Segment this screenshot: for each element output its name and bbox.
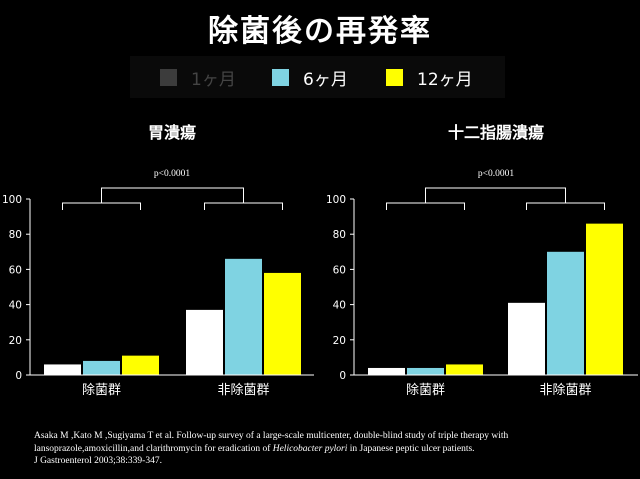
citation: Asaka M ,Kato M ,Sugiyama T et al. Follo… <box>34 430 624 468</box>
y-tick-label-c1-4: 80 <box>9 229 22 241</box>
citation-italic-species: Helicobacter pylori <box>272 443 348 454</box>
y-tick-label-c2-2: 40 <box>333 300 346 312</box>
bar-c1-g1-s1 <box>44 364 81 375</box>
legend: 1ヶ月 6ヶ月 12ヶ月 <box>130 56 505 98</box>
y-tick-label-c2-4: 80 <box>333 229 346 241</box>
bar-c1-g2-s1 <box>186 309 223 375</box>
bracket-top-c1 <box>101 187 244 203</box>
legend-swatch-12m <box>386 68 403 86</box>
bracket-group-c2-2 <box>526 202 605 210</box>
y-tick-label-c2-1: 20 <box>333 335 346 347</box>
chart-2-annotation: p<0.0001 <box>478 169 514 179</box>
bracket-group-c1-2 <box>204 202 283 210</box>
bar-c2-g1-s3 <box>446 364 483 375</box>
bracket-top-c2 <box>425 187 566 203</box>
bracket-group-c1-1 <box>62 202 141 210</box>
bar-c2-g1-s2 <box>407 367 444 375</box>
slide-title: 除菌後の再発率 <box>208 14 432 49</box>
x-tick-label-c2-1: 除菌群 <box>406 383 445 398</box>
bracket-group-c2-1 <box>386 202 465 210</box>
citation-line-3: J Gastroenterol 2003;38:339-347. <box>34 456 162 466</box>
legend-item-6m: 6ヶ月 <box>272 66 348 90</box>
chart-1-annotation: p<0.0001 <box>154 169 190 179</box>
bar-c2-g2-s1 <box>508 302 545 375</box>
chart-2-title: 十二指腸潰瘍 <box>448 123 544 142</box>
y-tick-label-c2-0: 0 <box>339 370 346 382</box>
chart-1-title: 胃潰瘍 <box>148 123 196 142</box>
y-tick-label-c1-5: 100 <box>2 194 22 206</box>
citation-line-2: lansoprazole,amoxicillin,and clarithromy… <box>34 443 624 456</box>
y-tick-label-c1-0: 0 <box>15 370 22 382</box>
charts-svg: 胃潰瘍 p<0.0001 除菌群 非除菌群 0 20 40 60 80 100 十二指腸潰瘍 p<0.… <box>2 123 638 398</box>
x-tick-label-c2-2: 非除菌群 <box>539 383 591 398</box>
legend-swatch-6m <box>272 68 289 86</box>
y-tick-label-c1-2: 40 <box>9 300 22 312</box>
citation-line-2b: in Japanese peptic ulcer patients. <box>347 443 475 454</box>
bar-c1-g2-s2 <box>225 258 262 375</box>
legend-item-1m: 1ヶ月 <box>160 66 236 90</box>
x-tick-label-c1-1: 除菌群 <box>82 383 121 398</box>
bar-c2-g2-s2 <box>547 251 584 375</box>
y-tick-label-c1-1: 20 <box>9 335 22 347</box>
legend-label-1m: 1ヶ月 <box>191 69 236 90</box>
y-tick-label-c2-5: 100 <box>326 194 346 206</box>
bar-c1-g1-s2 <box>83 360 120 375</box>
citation-line-1: Asaka M ,Kato M ,Sugiyama T et al. Follo… <box>34 431 509 441</box>
bar-c1-g2-s3 <box>264 272 301 375</box>
bar-c1-g1-s3 <box>122 355 159 375</box>
x-tick-label-c1-2: 非除菌群 <box>217 383 269 398</box>
y-tick-label-c2-3: 60 <box>333 264 346 276</box>
legend-label-12m: 12ヶ月 <box>417 69 473 90</box>
legend-label-6m: 6ヶ月 <box>303 69 348 90</box>
citation-line-2a: lansoprazole,amoxicillin,and clarithromy… <box>34 443 273 454</box>
legend-swatch-1m <box>160 68 177 86</box>
bar-c2-g2-s3 <box>586 223 623 375</box>
y-tick-label-c1-3: 60 <box>9 264 22 276</box>
bar-c2-g1-s1 <box>368 367 405 375</box>
legend-item-12m: 12ヶ月 <box>386 66 473 90</box>
